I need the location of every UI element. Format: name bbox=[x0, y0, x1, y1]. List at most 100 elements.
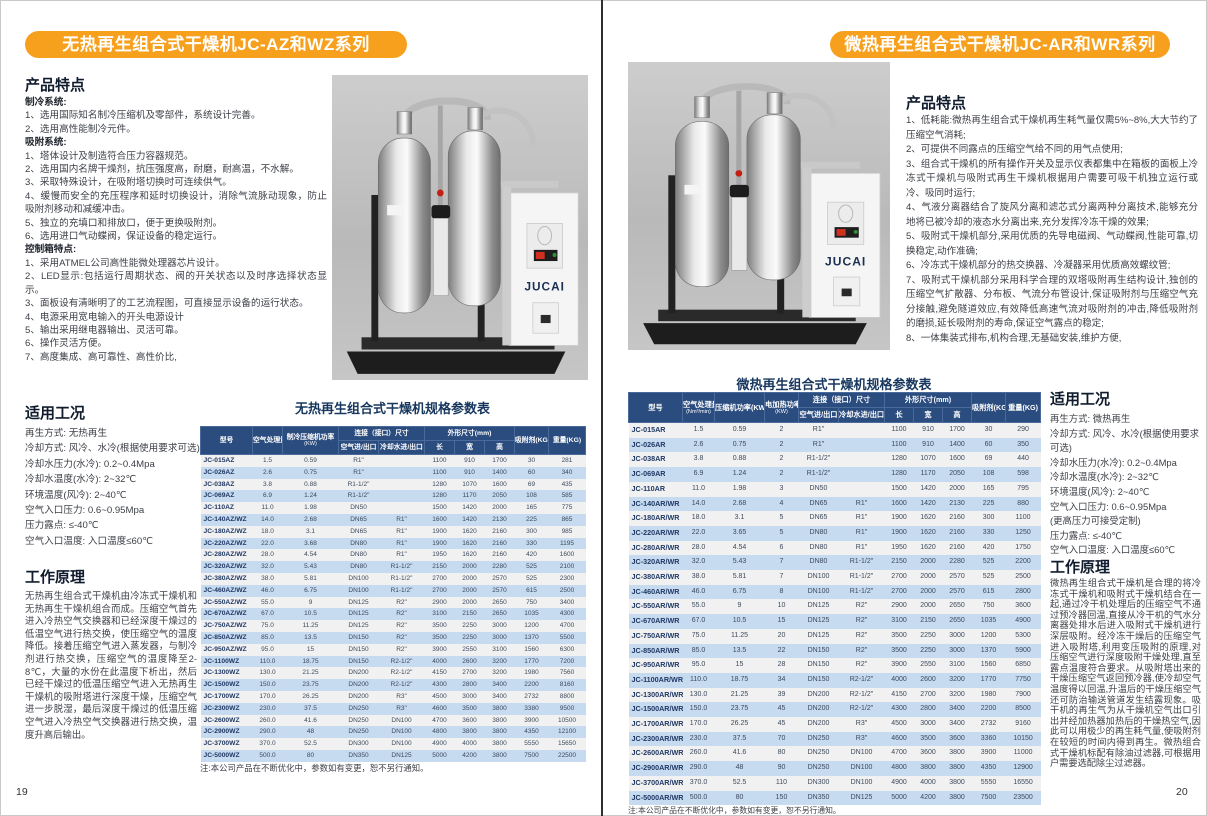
value-cell: 165 bbox=[982, 484, 995, 492]
column-header: 重量(KG) bbox=[548, 426, 586, 455]
value-cell: DN65 bbox=[350, 515, 367, 523]
value-cell: 1950 bbox=[432, 551, 447, 559]
value-cell: 18.0 bbox=[261, 527, 274, 535]
value-cell: DN150 bbox=[348, 633, 369, 641]
list-item: 压力露点: ≤-40℃ bbox=[25, 520, 99, 532]
value-cell: R1" bbox=[855, 499, 868, 507]
value-cell: 4350 bbox=[524, 728, 539, 736]
table-row: JC-220AR/WR 22.0 3.65 5 DN80 R1" 1900 1620 2160 3… bbox=[628, 525, 1041, 541]
model-cell: JC-670AZ/WZ bbox=[203, 610, 247, 618]
value-cell: 420 bbox=[982, 543, 995, 551]
feature-item: 2、LED显示:包括运行周期状态、阀的开关状态以及时序选择状态显示。 bbox=[25, 271, 327, 296]
value-cell: 1200 bbox=[980, 631, 997, 639]
value-cell: 3800 bbox=[949, 778, 965, 786]
value-cell: 12900 bbox=[1013, 764, 1033, 772]
value-cell: R2" bbox=[855, 631, 868, 639]
value-cell: 260.0 bbox=[259, 716, 276, 724]
value-cell: 2160 bbox=[949, 514, 965, 522]
value-cell: 1.5 bbox=[693, 426, 704, 433]
table-row: JC-2300AR/WR 230.0 37.5 70 DN250 R3" 4600 3500 3… bbox=[628, 731, 1041, 747]
model-cell: JC-1700AR/WR bbox=[631, 719, 683, 729]
value-cell: 34 bbox=[777, 675, 786, 683]
value-cell: 910 bbox=[922, 426, 934, 433]
value-cell: 130.0 bbox=[689, 690, 708, 698]
value-cell: 2650 bbox=[949, 602, 965, 610]
value-cell: R1-1/2" bbox=[849, 558, 874, 566]
left-table-title: 无热再生组合式干燥机规格参数表 bbox=[294, 401, 490, 416]
value-cell: 4200 bbox=[920, 793, 936, 801]
value-cell: 2250 bbox=[920, 631, 936, 639]
value-cell: 10 bbox=[777, 602, 786, 610]
feature-item: 3、采取特殊设计，在吸附塔切换时可连续供气。 bbox=[25, 177, 232, 189]
model-cell: JC-850AZ/WZ bbox=[203, 633, 247, 641]
list-item: 再生方式: 微热再生 bbox=[1050, 413, 1131, 424]
model-cell: JC-460AR/WR bbox=[631, 586, 680, 596]
value-cell: 1620 bbox=[920, 543, 936, 551]
model-cell: JC-015AZ bbox=[203, 457, 235, 464]
value-cell: 28 bbox=[777, 661, 786, 669]
value-cell: 15 bbox=[777, 617, 786, 625]
value-cell: 1.24 bbox=[732, 470, 747, 478]
value-cell: R2-1/2" bbox=[849, 675, 874, 683]
model-cell: JC-380AR/WR bbox=[631, 572, 680, 582]
model-cell: JC-750AR/WR bbox=[631, 630, 680, 640]
value-cell: 1900 bbox=[432, 539, 447, 547]
value-cell: 8160 bbox=[559, 681, 575, 689]
value-cell: 615 bbox=[982, 587, 995, 595]
right-page-title: 微热再生组合式干燥机JC-AR和WR系列 bbox=[830, 31, 1170, 58]
table-row: JC-550AR/WR 55.0 9 10 DN125 R2" 2900 2000 2650 75… bbox=[628, 599, 1041, 615]
list-item: 冷却方式: 风冷、水冷(根据使用要求可选) bbox=[25, 443, 200, 455]
column-header: 吸附剂(KG) bbox=[514, 426, 549, 455]
value-cell: 5550 bbox=[524, 740, 539, 748]
value-cell: 1700 bbox=[492, 457, 507, 464]
feature-item: 7、吸附式干燥机部分采用科学合理的双塔吸附再生结构设计,独创的压缩空气扩散器、分… bbox=[906, 274, 1198, 330]
value-cell: 1100 bbox=[891, 426, 907, 433]
feature-item: 1、选用国际知名制冷压缩机及零部件，系统设计完善。 bbox=[25, 110, 261, 122]
value-cell: 69 bbox=[984, 455, 993, 463]
value-cell: 910 bbox=[464, 468, 475, 476]
value-cell: 6.75 bbox=[732, 587, 747, 595]
feature-item: 6、操作灵活方便。 bbox=[25, 338, 108, 350]
value-cell: R2" bbox=[396, 633, 407, 641]
value-cell: 14.0 bbox=[691, 499, 706, 507]
value-cell: 11.0 bbox=[261, 504, 274, 512]
value-cell: R1" bbox=[396, 515, 407, 523]
model-cell: JC-180AZ/WZ bbox=[203, 527, 247, 535]
value-cell: 37.5 bbox=[304, 704, 317, 712]
column-subheader: 高 bbox=[942, 407, 973, 423]
value-cell: DN200 bbox=[807, 690, 830, 698]
table-row: JC-140AZ/WZ 14.0 2.68 DN65 R1" 1600 1420 2130 22… bbox=[200, 513, 586, 526]
value-cell: 2250 bbox=[920, 646, 936, 654]
value-cell: R1" bbox=[855, 543, 868, 551]
list-item: 环境温度(风冷): 2~40℃ bbox=[1050, 485, 1150, 497]
value-cell: DN100 bbox=[850, 749, 873, 757]
right-table-title: 微热再生组合式干燥机规格参数表 bbox=[736, 377, 932, 392]
list-item: 环境温度(风冷): 2~40℃ bbox=[25, 489, 127, 501]
model-cell: JC-850AR/WR bbox=[631, 645, 680, 655]
model-cell: JC-5000AR/WR bbox=[631, 792, 683, 802]
value-cell: 435 bbox=[561, 480, 573, 488]
value-cell: 4700 bbox=[432, 716, 447, 724]
value-cell: 15650 bbox=[557, 740, 577, 748]
value-cell: 15 bbox=[306, 645, 315, 653]
value-cell: 26.25 bbox=[302, 692, 319, 700]
value-cell: 2280 bbox=[949, 558, 965, 566]
value-cell: R2" bbox=[396, 622, 407, 630]
value-cell: 2 bbox=[779, 455, 784, 463]
value-cell: 69 bbox=[527, 480, 536, 488]
value-cell: 23500 bbox=[1013, 793, 1033, 801]
value-cell: 290.0 bbox=[259, 728, 276, 736]
value-cell: 1100 bbox=[1015, 514, 1031, 522]
value-cell: 1370 bbox=[980, 646, 997, 654]
model-cell: JC-110AZ bbox=[203, 504, 234, 512]
feature-item: 5、输出采用继电器输出、灵活可靠。 bbox=[25, 324, 184, 336]
value-cell: 1620 bbox=[462, 527, 477, 535]
left-features-list: 制冷系统: 1、选用国际知名制冷压缩机及零部件，系统设计完善。 2、选用高性能制冷元… bbox=[25, 96, 327, 364]
feature-item: 4、缓慢而安全的充压程序和延时切换设计，消除气流脉动现象，防止吸附剂移动和减缓冲… bbox=[25, 190, 327, 216]
table-row: JC-2600AR/WR 260.0 41.6 80 DN250 DN100 4700 360… bbox=[628, 746, 1041, 762]
value-cell: R3" bbox=[855, 720, 868, 728]
value-cell: 130.0 bbox=[259, 669, 276, 677]
value-cell: 2160 bbox=[492, 527, 507, 535]
model-cell: JC-140AR/WR bbox=[631, 498, 680, 508]
feature-subheading: 制冷系统: bbox=[25, 97, 67, 108]
